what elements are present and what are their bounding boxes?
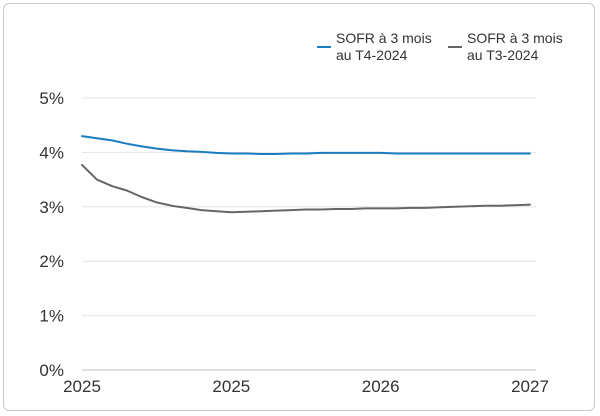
- y-tick-label-3: 3%: [39, 198, 64, 217]
- y-tick-label-1: 1%: [39, 307, 64, 326]
- legend-label-1-line2: au T4-2024: [336, 47, 408, 63]
- legend-label-2-line2: au T3-2024: [467, 47, 539, 63]
- series-lines: [81, 135, 531, 214]
- y-tick-label-4: 4%: [39, 143, 64, 162]
- legend: SOFR à 3 mois au T4-2024 SOFR à 3 mois a…: [317, 30, 563, 63]
- legend-item-1: SOFR à 3 mois au T4-2024: [317, 30, 432, 63]
- x-axis-ticks: 2025 2025 2026 2027: [63, 377, 549, 396]
- x-tick-label-1: 2025: [212, 377, 250, 396]
- legend-item-2: SOFR à 3 mois au T3-2024: [448, 30, 563, 63]
- x-tick-label-3: 2027: [511, 377, 549, 396]
- series-line-2: [81, 163, 531, 214]
- y-tick-label-5: 5%: [39, 89, 64, 108]
- y-axis-ticks: 0% 1% 2% 3% 4% 5%: [39, 89, 64, 380]
- grid-lines: [82, 97, 536, 317]
- series-line-1: [81, 135, 531, 155]
- y-tick-label-0: 0%: [39, 361, 64, 380]
- y-tick-label-2: 2%: [39, 252, 64, 271]
- legend-label-2-line1: SOFR à 3 mois: [467, 30, 563, 46]
- x-tick-label-2: 2026: [362, 377, 400, 396]
- legend-label-1-line1: SOFR à 3 mois: [336, 30, 432, 46]
- x-tick-label-0: 2025: [63, 377, 101, 396]
